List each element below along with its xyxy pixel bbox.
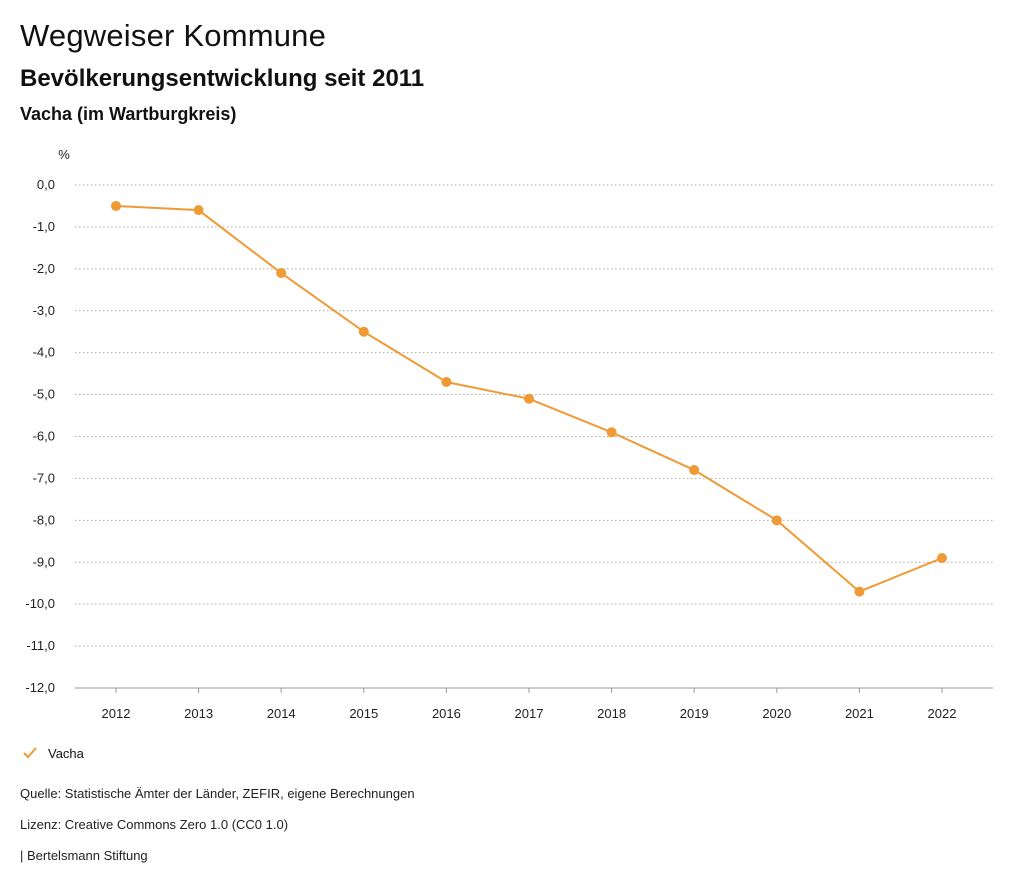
data-point bbox=[111, 200, 121, 211]
y-tick-label: -8,0 bbox=[33, 512, 55, 527]
grid-lines bbox=[75, 184, 993, 647]
y-tick-label: -11,0 bbox=[26, 638, 55, 653]
x-tick-label: 2019 bbox=[680, 706, 709, 721]
x-tick-label: 2016 bbox=[432, 706, 461, 721]
license-note: Lizenz: Creative Commons Zero 1.0 (CC0 1… bbox=[20, 817, 289, 832]
y-tick-label: -5,0 bbox=[33, 387, 55, 402]
axes: %0,0 -1,0 -2,0 -3,0 -4,0 -5,0 -6,0 -7,0 -8,0 -9,0… bbox=[25, 147, 993, 721]
data-point bbox=[854, 586, 865, 597]
data-point bbox=[441, 377, 452, 388]
line-chart: %0,0 -1,0 -2,0 -3,0 -4,0 -5,0 -6,0 -7,0 -8,0 -9,0… bbox=[25, 147, 993, 721]
x-tick-label: 2017 bbox=[515, 706, 544, 721]
x-tick-label: 2018 bbox=[597, 706, 626, 721]
x-tick-label: 2014 bbox=[267, 706, 296, 721]
y-tick-label: -10,0 bbox=[25, 596, 55, 611]
data-point bbox=[276, 268, 287, 279]
x-tick-label: 2020 bbox=[762, 706, 791, 721]
x-tick-label: 2015 bbox=[349, 706, 378, 721]
y-tick-label: -12,0 bbox=[25, 680, 55, 695]
data-point bbox=[937, 553, 947, 564]
x-tick-label: 2022 bbox=[928, 706, 957, 721]
region-label: Vacha (im Wartburgkreis) bbox=[20, 104, 237, 124]
y-tick-label: -4,0 bbox=[33, 345, 55, 360]
brand-note: | Bertelsmann Stiftung bbox=[20, 848, 148, 863]
x-tick-label: 2013 bbox=[184, 706, 213, 721]
data-point bbox=[524, 393, 534, 404]
page-title: Wegweiser Kommune bbox=[20, 18, 327, 53]
x-tick-label: 2021 bbox=[845, 706, 874, 721]
y-tick-label: -2,0 bbox=[33, 261, 55, 276]
data-points bbox=[111, 200, 947, 597]
data-point bbox=[606, 427, 617, 438]
chart-subtitle: Bevölkerungsentwicklung seit 2011 bbox=[20, 65, 425, 92]
y-tick-label: -7,0 bbox=[33, 470, 55, 485]
legend[interactable]: Vacha bbox=[22, 745, 84, 761]
y-unit-label: % bbox=[58, 147, 70, 162]
data-point bbox=[771, 515, 782, 526]
data-point bbox=[193, 205, 204, 216]
y-tick-label: 0,0 bbox=[37, 177, 55, 192]
y-tick-label: -3,0 bbox=[33, 303, 55, 318]
y-tick-label: -1,0 bbox=[33, 219, 55, 234]
x-tick-label: 2012 bbox=[102, 706, 131, 721]
y-tick-label: -9,0 bbox=[33, 554, 55, 569]
y-tick-label: -6,0 bbox=[33, 429, 55, 444]
data-point bbox=[689, 465, 700, 476]
legend-label: Vacha bbox=[48, 745, 84, 761]
source-note: Quelle: Statistische Ämter der Länder, Z… bbox=[20, 786, 415, 801]
check-icon bbox=[23, 747, 37, 759]
data-point bbox=[358, 326, 369, 337]
